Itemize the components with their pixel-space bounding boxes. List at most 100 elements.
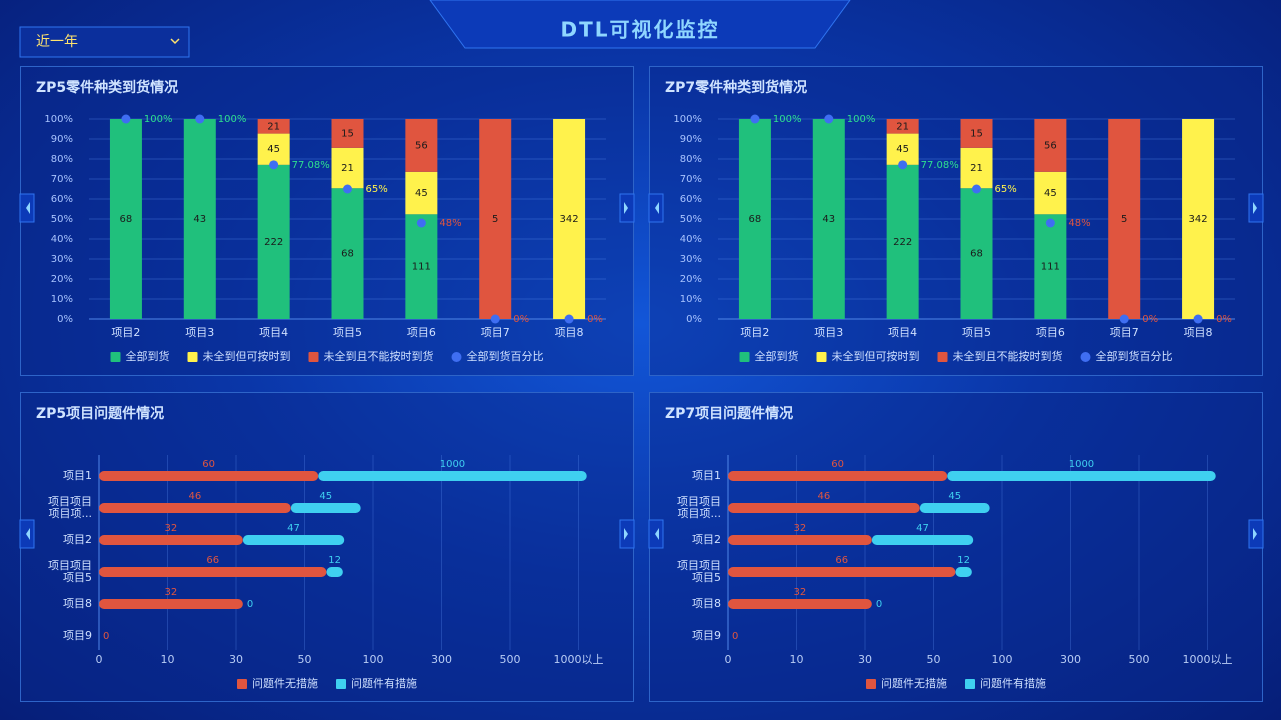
y-tick-label: 90% xyxy=(51,134,73,145)
bar-segment xyxy=(919,503,990,513)
select-chevron[interactable] xyxy=(170,38,180,45)
y-tick-label: 70% xyxy=(680,174,702,185)
x-tick-label: 项目6 xyxy=(407,326,436,339)
bar-value-label: 21 xyxy=(970,163,983,174)
y-tick-label: 0% xyxy=(686,314,702,325)
bar-segment xyxy=(955,567,972,577)
bar-value-label: 45 xyxy=(415,188,428,199)
bar-segment xyxy=(1034,214,1067,319)
y-tick-label: 60% xyxy=(51,194,73,205)
arrow-icon[interactable] xyxy=(26,528,30,540)
y-tick-label: 30% xyxy=(680,254,702,265)
bar-segment xyxy=(728,567,956,577)
x-tick-label: 项目4 xyxy=(259,326,288,339)
percent-dot xyxy=(564,314,574,324)
legend-label: 未全到且不能按时到货 xyxy=(953,349,1063,363)
y-tick-label: 项目8 xyxy=(692,597,721,610)
percent-dot xyxy=(416,218,426,228)
period-select[interactable] xyxy=(19,26,190,58)
bar-value-label: 222 xyxy=(893,237,912,248)
arrow-icon[interactable] xyxy=(624,202,628,214)
bar-value-label: 43 xyxy=(822,214,835,225)
bar-segment xyxy=(326,567,343,577)
x-tick-label: 10 xyxy=(790,653,804,666)
percent-dot xyxy=(121,114,131,124)
bar-segment xyxy=(257,119,290,134)
bar-value-label: 60 xyxy=(202,459,215,470)
bar-value-label: 32 xyxy=(165,587,178,598)
bar-value-label: 45 xyxy=(319,491,332,502)
x-tick-label: 项目8 xyxy=(1184,326,1213,339)
x-tick-label: 1000以上 xyxy=(554,653,604,666)
bar-value-label: 60 xyxy=(831,459,844,470)
x-tick-label: 项目5 xyxy=(333,326,362,339)
x-tick-label: 项目7 xyxy=(481,326,510,339)
legend-label: 未全到且不能按时到货 xyxy=(324,349,434,363)
bar-value-label: 342 xyxy=(1189,214,1208,225)
chart-panel: ZP5项目问题件情况 0 10 30 50 100 300 500 1000以上 项目1 60 100… xyxy=(19,392,635,702)
period-select-value[interactable]: 近一年 xyxy=(36,34,78,50)
bar-value-label: 32 xyxy=(794,587,807,598)
percent-label: 100% xyxy=(847,114,876,125)
bar-segment xyxy=(886,133,919,165)
x-tick-label: 50 xyxy=(298,653,312,666)
bar-value-label: 68 xyxy=(341,249,354,260)
arrow-icon[interactable] xyxy=(624,528,628,540)
bar-segment xyxy=(331,147,364,189)
bar-segment xyxy=(99,503,291,513)
bar-segment xyxy=(1182,119,1215,319)
bar-value-label: 66 xyxy=(835,555,848,566)
percent-dot xyxy=(1119,314,1129,324)
legend-swatch xyxy=(937,352,948,362)
legend-swatch xyxy=(110,352,121,362)
arrow-icon[interactable] xyxy=(26,202,30,214)
x-tick-label: 项目5 xyxy=(962,326,991,339)
legend: 全部到货 未全到但可按时到 未全到且不能按时到货 全部到货百分比 xyxy=(110,349,544,363)
arrow-icon[interactable] xyxy=(1253,202,1257,214)
x-tick-label: 项目4 xyxy=(888,326,917,339)
percent-label: 48% xyxy=(439,218,461,229)
x-tick-label: 项目6 xyxy=(1036,326,1065,339)
x-tick-label: 30 xyxy=(229,653,243,666)
bar-segment xyxy=(960,119,993,148)
y-tick-label: 80% xyxy=(680,154,702,165)
arrow-icon[interactable] xyxy=(655,528,659,540)
bar-segment xyxy=(812,119,845,319)
panel-title: ZP7项目问题件情况 xyxy=(665,405,793,422)
y-tick-label: 10% xyxy=(51,294,73,305)
percent-dot xyxy=(195,114,205,124)
bar-segment xyxy=(960,147,993,189)
bar-value-label: 21 xyxy=(341,163,354,174)
bar-value-label: 12 xyxy=(957,555,970,566)
bar-segment xyxy=(405,171,438,215)
x-tick-label: 0 xyxy=(725,653,732,666)
legend-swatch xyxy=(1080,352,1091,362)
y-tick-label: 40% xyxy=(680,234,702,245)
legend-swatch xyxy=(237,679,247,689)
bar-segment xyxy=(257,133,290,165)
percent-dot xyxy=(898,160,908,170)
bar-segment xyxy=(553,119,586,319)
bar-segment xyxy=(318,471,587,481)
y-tick-label: 项目1 xyxy=(692,469,721,482)
bar-segment xyxy=(728,471,948,481)
y-tick-label: 项目2 xyxy=(63,533,92,546)
percent-label: 0% xyxy=(1216,314,1232,325)
bar-value-label: 46 xyxy=(189,491,202,502)
bar-segment xyxy=(109,119,142,319)
arrow-icon[interactable] xyxy=(655,202,659,214)
bar-value-label: 45 xyxy=(1044,188,1057,199)
bar-segment xyxy=(331,119,364,148)
bar-value-label: 15 xyxy=(970,128,983,139)
percent-dot xyxy=(750,114,760,124)
y-tick-label: 60% xyxy=(680,194,702,205)
x-tick-label: 100 xyxy=(363,653,384,666)
bar-segment xyxy=(99,471,319,481)
legend-swatch xyxy=(308,352,319,362)
arrow-icon[interactable] xyxy=(1253,528,1257,540)
bar-value-label: 45 xyxy=(948,491,961,502)
bar-segment xyxy=(871,535,974,545)
bar-value-label: 21 xyxy=(896,121,909,132)
legend-swatch xyxy=(866,679,876,689)
